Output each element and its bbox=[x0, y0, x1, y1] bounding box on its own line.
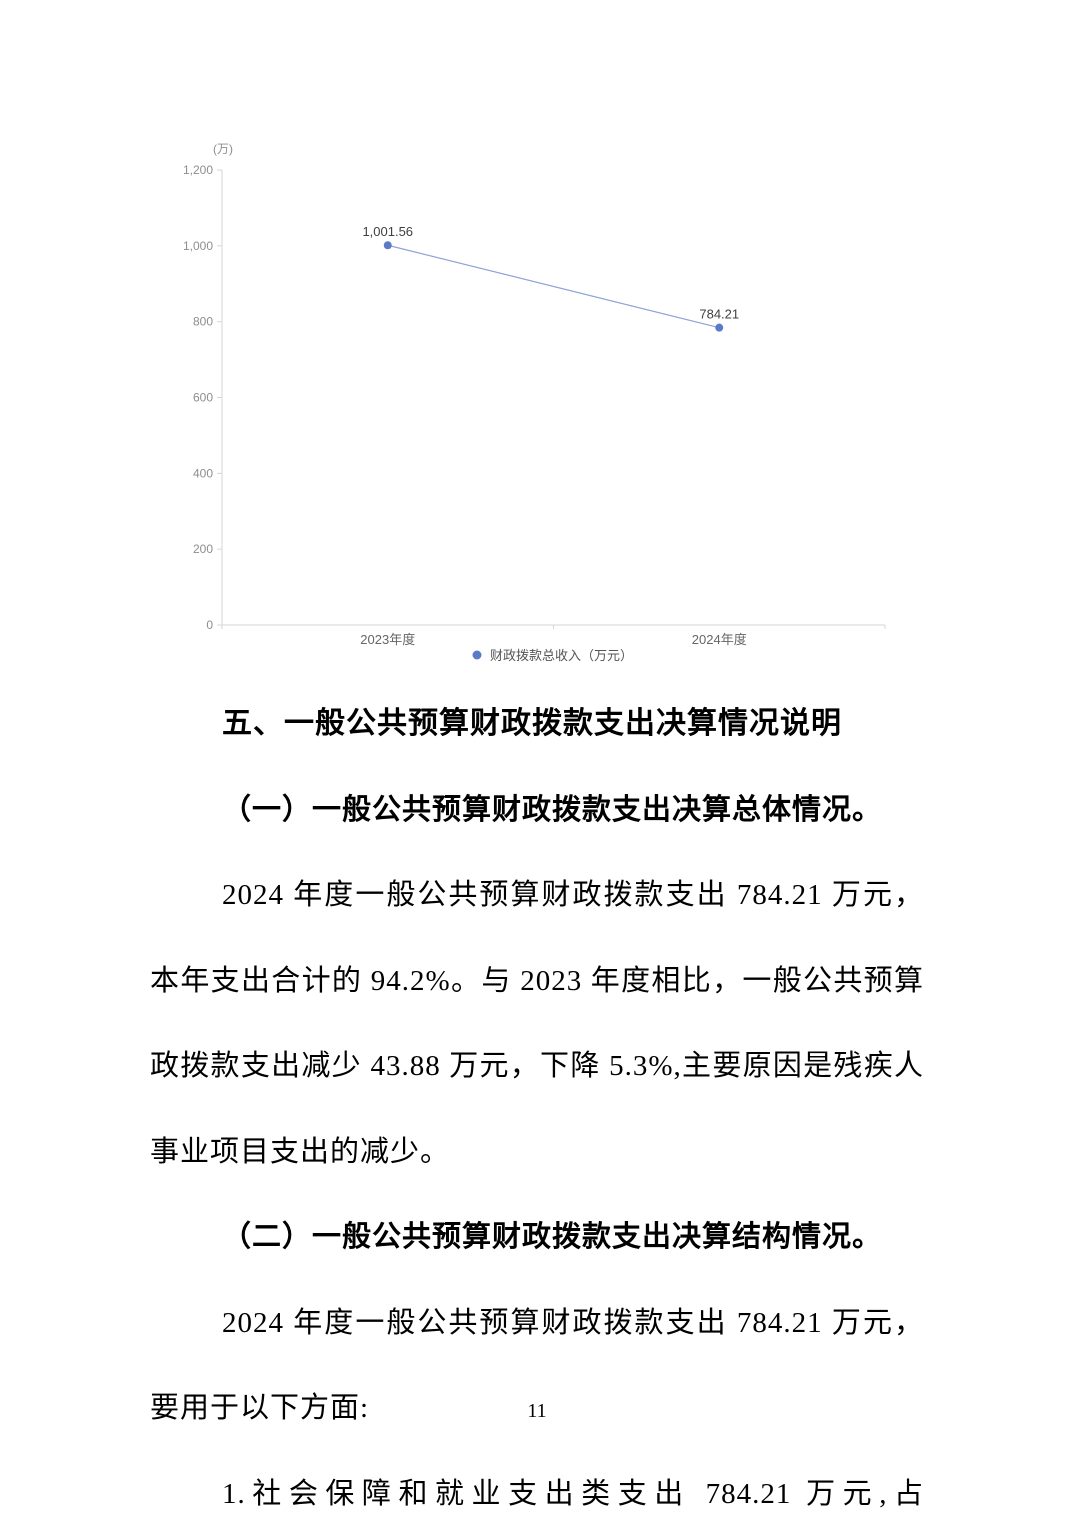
document-body: 五、一般公共预算财政拨款支出决算情况说明 （一）一般公共预算财政拨款支出决算总体… bbox=[150, 696, 924, 1520]
page-number: 11 bbox=[527, 1400, 547, 1422]
subheading-2: （二）一般公共预算财政拨款支出决算结构情况。 bbox=[222, 1221, 883, 1253]
x-category-label: 2023年度 bbox=[360, 632, 415, 647]
subheading-1: （一）一般公共预算财政拨款支出决算总体情况。 bbox=[222, 793, 883, 826]
section-heading: 五、一般公共预算财政拨款支出决算情况说明 bbox=[222, 707, 842, 740]
x-category-label: 2024年度 bbox=[692, 632, 747, 647]
paragraph-line: 要用于以下方面: bbox=[150, 1392, 370, 1424]
chart-canvas: 0 200 400 600 800 1,000 1,200(万) 2023年度 2024年度 1,… bbox=[183, 142, 886, 663]
legend-marker-icon bbox=[472, 650, 482, 660]
y-tick-label: 1,200 bbox=[183, 163, 213, 177]
paragraph-line: 2024 年度一般公共预算财政拨款支出 784.21 万元，占 bbox=[222, 879, 924, 911]
y-tick-label: 200 bbox=[193, 542, 213, 556]
paragraph-line: 1.社会保障和就业支出类支出 784.21 万元,占 100.00%。 bbox=[222, 1477, 924, 1510]
page-footer: 11 bbox=[0, 1400, 1074, 1423]
fiscal-revenue-line-chart: 0 200 400 600 800 1,000 1,200 (万) 2023年度 2024年度 1,… bbox=[180, 135, 890, 680]
series-line bbox=[387, 244, 720, 329]
data-point bbox=[715, 323, 724, 332]
data-point-label: 1,001.56 bbox=[362, 224, 413, 239]
paragraph-line: 本年支出合计的 94.2%。与 2023 年度相比，一般公共预算财 bbox=[150, 964, 924, 997]
data-point bbox=[383, 241, 392, 250]
legend-label: 财政拨款总收入（万元） bbox=[490, 648, 633, 663]
y-axis-unit-label: (万) bbox=[213, 142, 233, 156]
y-tick-label: 400 bbox=[193, 466, 213, 480]
paragraph-line: 政拨款支出减少 43.88 万元，下降 5.3%,主要原因是残疾人 bbox=[150, 1050, 924, 1082]
data-point-label: 784.21 bbox=[699, 307, 739, 322]
paragraph-line: 事业项目支出的减少。 bbox=[150, 1135, 451, 1168]
y-tick-label: 1,000 bbox=[183, 239, 213, 253]
y-tick-label: 800 bbox=[193, 315, 213, 329]
y-tick-label: 0 bbox=[206, 618, 213, 632]
paragraph-line: 2024 年度一般公共预算财政拨款支出 784.21 万元，主 bbox=[222, 1306, 924, 1339]
y-tick-label: 600 bbox=[193, 391, 213, 405]
